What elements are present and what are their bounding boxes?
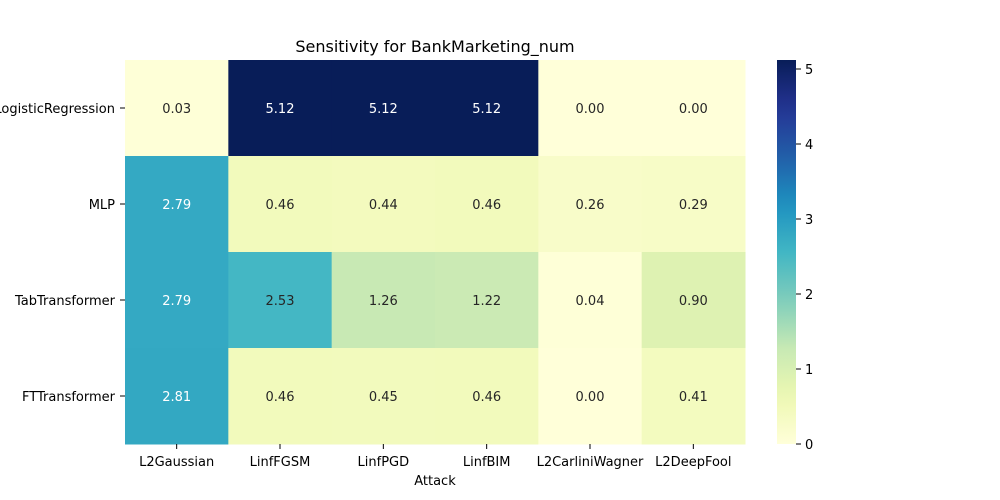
cell-value-label: 0.44	[369, 198, 398, 213]
cell-value-label: 2.79	[162, 198, 191, 213]
heatmap-cell	[435, 348, 539, 445]
x-tick-label: LinfFGSM	[250, 455, 311, 470]
heatmap-cell	[538, 60, 643, 157]
colorbar-tick-label: 2	[805, 288, 813, 303]
y-tick-label: FTTransformer	[22, 390, 116, 405]
heatmap-cell	[435, 60, 539, 157]
colorbar-tick-label: 0	[805, 438, 813, 453]
heatmap-cell	[435, 156, 539, 253]
cell-value-label: 0.26	[576, 198, 605, 213]
y-tick-label: MLP	[89, 198, 115, 213]
cell-value-label: 2.81	[162, 390, 191, 405]
heatmap-cell	[331, 60, 436, 157]
y-tick-label: LogisticRegression	[0, 102, 115, 117]
cell-value-label: 0.46	[472, 390, 501, 405]
cell-value-label: 0.04	[576, 294, 605, 309]
heatmap-cell	[125, 252, 229, 349]
colorbar-tick-label: 5	[805, 63, 813, 78]
cell-value-label: 5.12	[472, 102, 501, 117]
colorbar-tick-label: 1	[805, 363, 813, 378]
cell-value-label: 1.26	[369, 294, 398, 309]
heatmap-cells: 0.03 5.12 5.12 5.12 0.00 0.00 2.79 0.46 0.44 0.46…	[125, 60, 746, 445]
heatmap-cell	[331, 252, 436, 349]
cell-value-label: 0.41	[679, 390, 708, 405]
heatmap-cell	[538, 252, 643, 349]
x-axis: L2Gaussian LinfFGSM LinfPGD LinfBIM L2Carlin…	[139, 444, 731, 470]
heatmap-cell	[331, 156, 436, 253]
x-tick-label: L2Gaussian	[139, 455, 214, 470]
heatmap-cell	[641, 156, 746, 253]
heatmap-cell	[125, 60, 229, 157]
cell-value-label: 0.03	[162, 102, 191, 117]
colorbar-gradient	[777, 60, 796, 444]
cell-value-label: 0.29	[679, 198, 708, 213]
colorbar: 0 1 2 3 4 5	[777, 60, 813, 453]
cell-value-label: 0.90	[679, 294, 708, 309]
cell-value-label: 0.46	[472, 198, 501, 213]
cell-value-label: 1.22	[472, 294, 501, 309]
cell-value-label: 0.00	[679, 102, 708, 117]
cell-value-label: 0.45	[369, 390, 398, 405]
cell-value-label: 5.12	[266, 102, 295, 117]
x-tick-label: LinfBIM	[463, 455, 511, 470]
x-tick-label: L2DeepFool	[655, 455, 731, 470]
heatmap-cell	[228, 156, 333, 253]
heatmap-cell	[435, 252, 539, 349]
cell-value-label: 0.00	[576, 390, 605, 405]
heatmap-cell	[228, 348, 333, 445]
cell-value-label: 2.53	[266, 294, 295, 309]
heatmap-cell	[228, 252, 333, 349]
cell-value-label: 0.46	[266, 390, 295, 405]
x-tick-label: LinfPGD	[358, 455, 410, 470]
cell-value-label: 0.46	[266, 198, 295, 213]
colorbar-tick-label: 3	[805, 213, 813, 228]
colorbar-tick-label: 4	[805, 138, 813, 153]
heatmap-cell	[641, 252, 746, 349]
cell-value-label: 5.12	[369, 102, 398, 117]
y-tick-label: TabTransformer	[14, 294, 116, 309]
cell-value-label: 2.79	[162, 294, 191, 309]
y-axis: LogisticRegression MLP TabTransformer FTTra…	[0, 102, 125, 405]
heatmap-cell	[641, 60, 746, 157]
x-axis-label: Attack	[414, 474, 456, 489]
heatmap-cell	[125, 348, 229, 445]
heatmap-cell	[125, 156, 229, 253]
chart-title: Sensitivity for BankMarketing_num	[295, 37, 574, 57]
cell-value-label: 0.00	[576, 102, 605, 117]
heatmap-cell	[538, 348, 643, 445]
x-tick-label: L2CarliniWagner	[537, 455, 644, 470]
heatmap-cell	[538, 156, 643, 253]
heatmap-cell	[331, 348, 436, 445]
heatmap-cell	[228, 60, 333, 157]
heatmap-cell	[641, 348, 746, 445]
